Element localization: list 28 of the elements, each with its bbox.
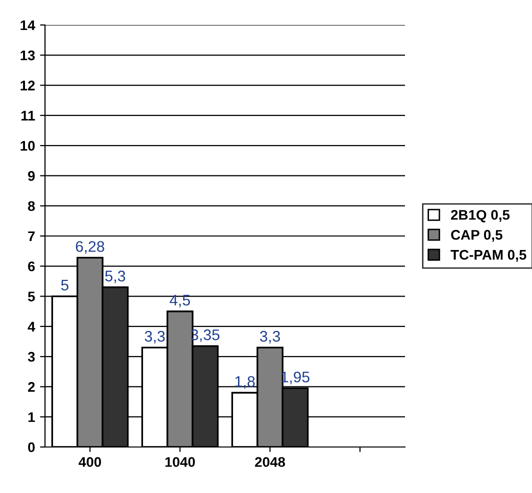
- y-tick-label: 9: [28, 171, 35, 181]
- x-tick-label: 2048: [255, 457, 286, 467]
- y-tick-label: 11: [21, 110, 35, 120]
- x-tick-label: 1040: [165, 457, 195, 467]
- y-tick-label: 3: [28, 352, 35, 362]
- x-tick-label: 400: [78, 457, 102, 467]
- y-tick-label: 8: [28, 201, 35, 212]
- y-tick-label: 4: [28, 322, 36, 332]
- y-tick-label: 14: [20, 20, 36, 30]
- data-label: 5: [61, 280, 68, 290]
- data-label: 5,3: [105, 270, 126, 284]
- y-tick-label: 6: [28, 261, 35, 272]
- legend-label: 2B1Q 0,5: [451, 210, 510, 222]
- legend-label: TC-PAM 0,5: [450, 250, 526, 262]
- data-label: 1,8: [235, 376, 255, 389]
- y-tick-label: 5: [28, 292, 35, 302]
- data-label: 4,5: [170, 294, 190, 308]
- y-tick-label: 0: [28, 442, 35, 452]
- legend-label: CAP 0,5: [451, 230, 502, 242]
- data-label: 3,3: [260, 330, 280, 344]
- y-tick-label: 1: [28, 412, 35, 422]
- y-tick-label: 7: [28, 231, 35, 242]
- data-label: 6,28: [76, 241, 104, 254]
- y-tick-label: 2: [28, 382, 35, 392]
- y-tick-label: 10: [20, 140, 35, 151]
- y-tick-label: 12: [20, 80, 35, 90]
- y-tick-label: 13: [20, 50, 35, 60]
- data-label: 3,3: [144, 330, 165, 344]
